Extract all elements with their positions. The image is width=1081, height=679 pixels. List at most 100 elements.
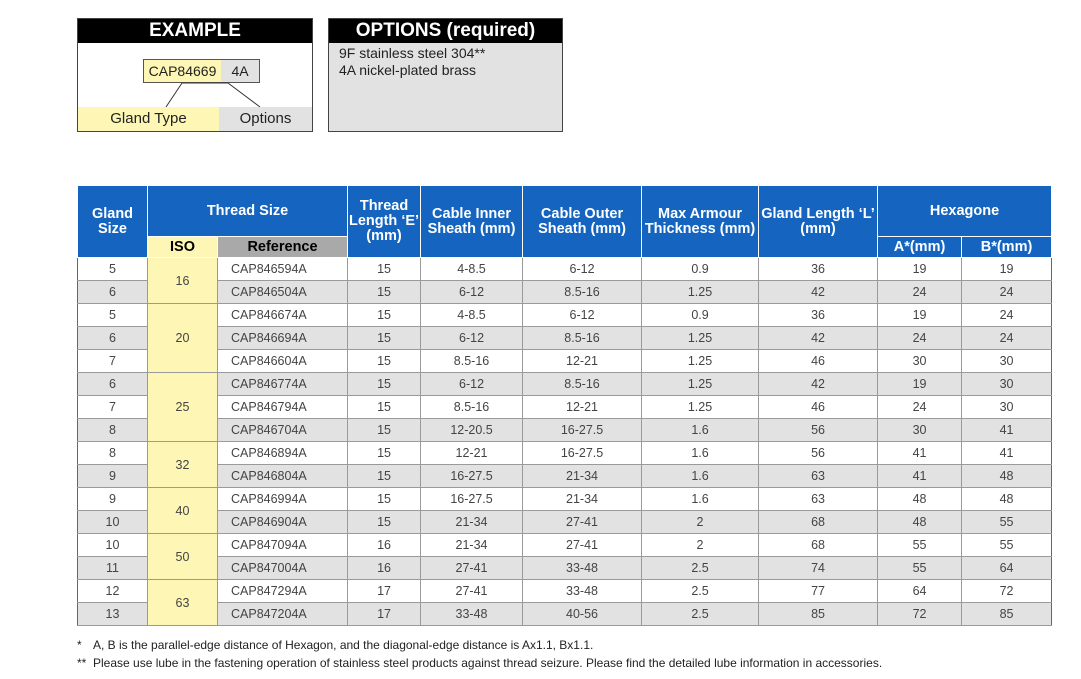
footnote-mark: * xyxy=(77,638,82,652)
cell-gland-size: 8 xyxy=(77,418,148,442)
cell-reference: CAP846794A xyxy=(216,395,349,419)
cell-gland-size: 10 xyxy=(77,533,148,557)
cell-outer-sheath: 27-41 xyxy=(522,533,643,557)
cell-thread-length: 15 xyxy=(347,326,422,350)
cell-reference: CAP846504A xyxy=(216,280,349,304)
cell-armour: 1.25 xyxy=(641,326,760,350)
cell-iso: 40 xyxy=(147,487,218,534)
cell-armour: 1.6 xyxy=(641,487,760,511)
cell-thread-length: 16 xyxy=(347,533,422,557)
table-row: 13 CAP847204A 17 33-48 40-56 2.5 85 72 85 xyxy=(77,602,1053,626)
cell-thread-length: 15 xyxy=(347,395,422,419)
cell-hex-a: 41 xyxy=(877,464,963,488)
cell-gland-size: 6 xyxy=(77,372,148,396)
cell-thread-length: 15 xyxy=(347,280,422,304)
cell-thread-length: 15 xyxy=(347,487,422,511)
cell-gland-size: 5 xyxy=(77,303,148,327)
cell-gland-length: 36 xyxy=(758,257,879,281)
cell-reference: CAP846604A xyxy=(216,349,349,373)
cell-inner-sheath: 6-12 xyxy=(420,280,524,304)
cell-gland-size: 8 xyxy=(77,441,148,465)
cell-outer-sheath: 33-48 xyxy=(522,579,643,603)
table-row: 6 CAP846504A 15 6-12 8.5-16 1.25 42 24 24 xyxy=(77,280,1053,304)
cell-gland-length: 46 xyxy=(758,349,879,373)
cell-inner-sheath: 6-12 xyxy=(420,326,524,350)
cell-iso: 25 xyxy=(147,372,218,442)
cell-hex-a: 30 xyxy=(877,349,963,373)
header-thread-size: Thread Size xyxy=(146,185,349,237)
cell-gland-length: 77 xyxy=(758,579,879,603)
cell-gland-length: 63 xyxy=(758,464,879,488)
cell-gland-length: 46 xyxy=(758,395,879,419)
cell-gland-size: 7 xyxy=(77,349,148,373)
cell-iso: 32 xyxy=(147,441,218,488)
cell-hex-b: 24 xyxy=(961,303,1053,327)
table-row: 12 63 CAP847294A 17 27-41 33-48 2.5 77 64 72 xyxy=(77,579,1053,626)
cell-gland-size: 12 xyxy=(77,579,148,603)
cell-inner-sheath: 21-34 xyxy=(420,533,524,557)
cell-iso: 16 xyxy=(147,257,218,304)
cell-hex-a: 64 xyxy=(877,579,963,603)
cell-gland-length: 68 xyxy=(758,533,879,557)
cell-inner-sheath: 12-20.5 xyxy=(420,418,524,442)
table-row: 11 CAP847004A 16 27-41 33-48 2.5 74 55 64 xyxy=(77,556,1053,580)
header-armour: Max Armour Thickness (mm) xyxy=(641,185,760,258)
cell-inner-sheath: 27-41 xyxy=(420,556,524,580)
footnote: * A, B is the parallel-edge distance of … xyxy=(77,636,882,654)
cell-reference: CAP846694A xyxy=(216,326,349,350)
cell-hex-b: 48 xyxy=(961,464,1053,488)
cell-outer-sheath: 8.5-16 xyxy=(522,372,643,396)
cell-thread-length: 17 xyxy=(347,602,422,626)
cell-hex-a: 19 xyxy=(877,257,963,281)
cell-gland-size: 11 xyxy=(77,556,148,580)
table-row: 9 40 CAP846994A 15 16-27.5 21-34 1.6 63 48 48 xyxy=(77,487,1053,534)
table-row: 8 CAP846704A 15 12-20.5 16-27.5 1.6 56 30 41 xyxy=(77,418,1053,442)
cell-inner-sheath: 4-8.5 xyxy=(420,303,524,327)
cell-inner-sheath: 4-8.5 xyxy=(420,257,524,281)
cell-hex-b: 30 xyxy=(961,372,1053,396)
cell-hex-b: 19 xyxy=(961,257,1053,281)
cell-thread-length: 15 xyxy=(347,303,422,327)
gland-type-label: Gland Type xyxy=(78,107,219,131)
table-row: 7 CAP846604A 15 8.5-16 12-21 1.25 46 30 30 xyxy=(77,349,1053,373)
cell-hex-a: 19 xyxy=(877,372,963,396)
example-connector-lines xyxy=(165,82,261,108)
cell-outer-sheath: 27-41 xyxy=(522,510,643,534)
header-gland-length: Gland Length ‘L’ (mm) xyxy=(758,185,879,258)
option-item: 4A nickel-plated brass xyxy=(339,62,476,78)
cell-inner-sheath: 8.5-16 xyxy=(420,395,524,419)
cell-outer-sheath: 40-56 xyxy=(522,602,643,626)
header-iso: ISO xyxy=(147,236,218,258)
table-row: 7 CAP846794A 15 8.5-16 12-21 1.25 46 24 30 xyxy=(77,395,1053,419)
cell-reference: CAP846804A xyxy=(216,464,349,488)
table-row: 9 CAP846804A 15 16-27.5 21-34 1.6 63 41 48 xyxy=(77,464,1053,488)
cell-hex-a: 30 xyxy=(877,418,963,442)
cell-outer-sheath: 16-27.5 xyxy=(522,441,643,465)
cell-armour: 2.5 xyxy=(641,556,760,580)
footnote-text: Please use lube in the fastening operati… xyxy=(93,656,883,670)
example-code-option: 4A xyxy=(221,60,259,82)
table-row: 6 25 CAP846774A 15 6-12 8.5-16 1.25 42 19 30 xyxy=(77,372,1053,442)
cell-outer-sheath: 16-27.5 xyxy=(522,418,643,442)
cell-inner-sheath: 27-41 xyxy=(420,579,524,603)
cell-reference: CAP847294A xyxy=(216,579,349,603)
cell-inner-sheath: 33-48 xyxy=(420,602,524,626)
cell-armour: 2.5 xyxy=(641,602,760,626)
cell-inner-sheath: 8.5-16 xyxy=(420,349,524,373)
cell-armour: 2 xyxy=(641,533,760,557)
cell-outer-sheath: 6-12 xyxy=(522,257,643,281)
cell-gland-size: 7 xyxy=(77,395,148,419)
cell-gland-length: 36 xyxy=(758,303,879,327)
cell-hex-a: 48 xyxy=(877,510,963,534)
cell-outer-sheath: 33-48 xyxy=(522,556,643,580)
cell-reference: CAP846994A xyxy=(216,487,349,511)
example-title: EXAMPLE xyxy=(78,19,312,43)
cell-gland-length: 42 xyxy=(758,326,879,350)
table-body: 5 16 CAP846594A 15 4-8.5 6-12 0.9 36 19 19 6 CAP846… xyxy=(77,257,1053,626)
cell-gland-length: 85 xyxy=(758,602,879,626)
cell-gland-size: 10 xyxy=(77,510,148,534)
cell-hex-a: 19 xyxy=(877,303,963,327)
cell-reference: CAP846894A xyxy=(216,441,349,465)
header-inner-sheath: Cable Inner Sheath (mm) xyxy=(420,185,524,258)
cell-thread-length: 15 xyxy=(347,349,422,373)
